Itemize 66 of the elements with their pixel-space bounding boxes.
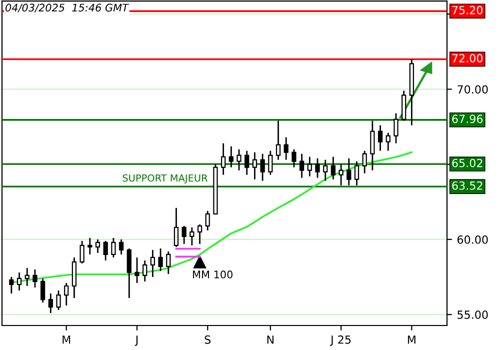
candlestick (80, 240, 84, 264)
candlestick (228, 146, 234, 168)
candlestick (244, 150, 250, 176)
candlestick (299, 153, 304, 179)
candlestick (103, 240, 108, 262)
candlestick (205, 210, 210, 232)
candlestick (346, 158, 352, 186)
y-tick-label: 70.00 (458, 85, 488, 94)
candlestick (32, 268, 38, 288)
candlestick (307, 156, 312, 178)
candlestick (221, 142, 226, 176)
line-series (10, 151, 413, 284)
y-tick-label: 60.00 (458, 235, 488, 244)
candlestick (354, 160, 360, 186)
candlestick (330, 156, 336, 180)
ref-line-label: 72.00 (452, 54, 483, 62)
candlestick (95, 238, 100, 254)
candlestick (370, 120, 375, 172)
candlestick (56, 290, 61, 311)
x-tick-label: M (408, 336, 416, 344)
x-tick-label: S (204, 335, 211, 344)
annotation: 04/03/2025 15:46 GMT (6, 4, 130, 12)
candlestick (323, 159, 328, 182)
candlestick (394, 112, 398, 144)
annotation: MM 100 (193, 270, 232, 278)
ref-line-label: 67.96 (452, 114, 483, 124)
candlestick (378, 124, 383, 152)
candlestick (260, 153, 265, 182)
candlestick (126, 248, 132, 299)
candlestick (150, 249, 156, 278)
candlestick (338, 164, 344, 186)
candlestick (64, 282, 69, 306)
candlestick (362, 150, 367, 174)
candlestick (111, 237, 116, 258)
ref-line-label: 65.02 (452, 158, 482, 168)
candlestick (236, 148, 242, 172)
x-tick-label: N (267, 336, 274, 344)
candlestick (40, 278, 46, 304)
candlestick (9, 276, 14, 294)
ref-line-label: 75.20 (452, 6, 483, 14)
candlestick (386, 132, 390, 152)
candlestick (276, 120, 281, 161)
candlestick (182, 225, 186, 245)
candlestick (48, 292, 53, 314)
x-tick-label: J 25 (330, 335, 351, 346)
candlestick (268, 150, 273, 176)
candlestick (292, 148, 296, 168)
ref-line-label: 63.52 (452, 181, 482, 190)
candlestick (252, 152, 258, 180)
candlestick (284, 136, 288, 161)
candlestick (174, 207, 179, 248)
y-tick-label: 55.00 (458, 310, 488, 319)
candlestick (166, 250, 171, 275)
candlestick (88, 237, 92, 256)
candlestick (134, 256, 140, 284)
candlestick (190, 226, 194, 246)
candlestick (16, 272, 22, 292)
candlestick (158, 248, 163, 272)
x-tick-label: J (134, 336, 138, 346)
candlestick (142, 260, 148, 282)
candlestick (315, 158, 320, 179)
x-tick-label: M (62, 336, 70, 344)
candlestick (118, 238, 124, 256)
candlestick (197, 224, 202, 245)
candlestick (24, 267, 30, 287)
annotation: SUPPORT MAJEUR (122, 174, 208, 184)
